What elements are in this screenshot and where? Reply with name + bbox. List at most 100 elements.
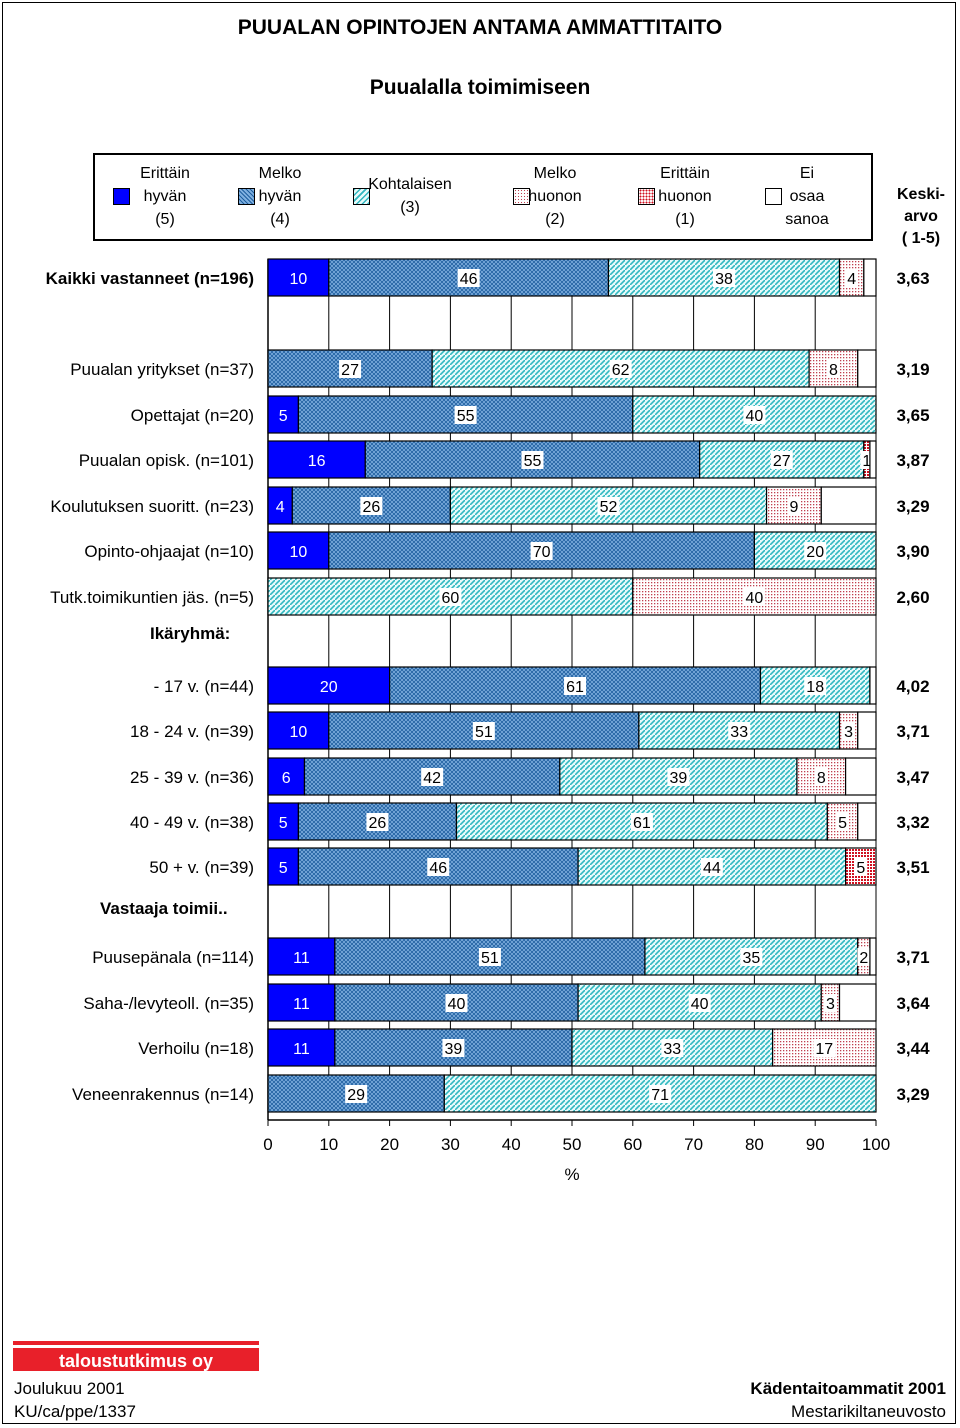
row-label: Saha-/levyteoll. (n=35) xyxy=(83,994,254,1013)
data-label-bg xyxy=(276,406,290,424)
row-mean: 3,47 xyxy=(896,768,929,787)
data-label: 5 xyxy=(279,408,288,425)
mean-header-line3: ( 1-5) xyxy=(901,230,941,247)
data-label-bg xyxy=(530,542,553,560)
data-label: 5 xyxy=(279,860,288,877)
data-label: 5 xyxy=(279,815,288,832)
data-label-bg xyxy=(661,1039,684,1057)
data-label-bg xyxy=(770,451,793,469)
data-label: 11 xyxy=(293,1041,310,1058)
row-label: Koulutuksen suoritt. (n=23) xyxy=(50,497,254,516)
data-label-bg xyxy=(826,360,840,378)
x-tick-label: 30 xyxy=(441,1135,460,1154)
data-label-bg xyxy=(813,1039,836,1057)
data-label-bg xyxy=(814,768,828,786)
data-label-bg xyxy=(445,994,468,1012)
footer-code: KU/ca/ppe/1337 xyxy=(14,1402,136,1421)
data-label: 2 xyxy=(859,950,868,967)
data-label: 35 xyxy=(742,950,760,967)
row-label: Puusepänala (n=114) xyxy=(92,948,254,967)
row-mean: 3,51 xyxy=(896,858,929,877)
data-label: 46 xyxy=(460,271,478,288)
data-label-bg xyxy=(743,406,766,424)
data-label: 10 xyxy=(290,271,308,288)
data-label: 26 xyxy=(362,499,380,516)
data-label-bg xyxy=(478,948,501,966)
data-label: 55 xyxy=(457,408,475,425)
row-mean: 3,65 xyxy=(896,406,929,425)
data-label: 33 xyxy=(663,1041,681,1058)
legend-label-c0: Ei osaa sanoa xyxy=(785,165,829,228)
data-label-bg xyxy=(305,451,328,469)
data-label-bg xyxy=(597,497,620,515)
data-label-bg xyxy=(276,858,290,876)
row-label: Tutk.toimikuntien jäs. (n=5) xyxy=(50,588,254,607)
row-mean: 2,60 xyxy=(896,588,929,607)
data-label-bg xyxy=(279,768,293,786)
data-label: 38 xyxy=(715,271,733,288)
data-label: 42 xyxy=(423,770,441,787)
data-label: 5 xyxy=(856,860,865,877)
bar-segment-c4 xyxy=(267,1074,445,1113)
data-label-bg xyxy=(339,360,362,378)
legend-swatch-c3 xyxy=(353,188,370,205)
data-label: 40 xyxy=(746,408,764,425)
legend-swatch-c2 xyxy=(513,188,530,205)
row-label: Verhoilu (n=18) xyxy=(138,1039,254,1058)
data-label: 44 xyxy=(703,860,721,877)
row-label: 25 - 39 v. (n=36) xyxy=(130,768,254,787)
x-tick-label: 90 xyxy=(806,1135,825,1154)
data-label-bg xyxy=(276,813,290,831)
data-label-bg xyxy=(804,542,827,560)
row-mean: 3,32 xyxy=(896,813,929,832)
data-label-bg xyxy=(804,677,827,695)
data-label: 6 xyxy=(282,770,291,787)
row-label: Puualan yritykset (n=37) xyxy=(70,360,254,379)
data-label-bg xyxy=(564,677,587,695)
row-label: Kaikki vastanneet (n=196) xyxy=(46,269,254,288)
bar-segment-c0 xyxy=(838,983,877,1022)
data-label-bg xyxy=(427,858,450,876)
data-label-bg xyxy=(649,1085,672,1103)
data-label-bg xyxy=(728,722,751,740)
legend: Erittäin hyvän (5) Melko hyvän (4) Kohtalaisen… xyxy=(93,153,873,241)
legend-swatch-c4 xyxy=(238,188,255,205)
data-label-bg xyxy=(713,269,735,287)
data-label: 61 xyxy=(566,679,584,696)
row-label: Puualan opisk. (n=101) xyxy=(79,451,254,470)
data-label-bg xyxy=(740,948,763,966)
x-tick-label: 100 xyxy=(862,1135,890,1154)
data-label: 39 xyxy=(670,770,688,787)
bar-segment-c0 xyxy=(869,440,877,479)
row-label: 40 - 49 v. (n=38) xyxy=(130,813,254,832)
data-label: 11 xyxy=(293,950,310,967)
data-label: 60 xyxy=(442,590,460,607)
data-label: 18 xyxy=(806,679,824,696)
data-label: 26 xyxy=(369,815,387,832)
data-label-bg xyxy=(290,1039,313,1057)
legend-label-c2: Melko huonon (2) xyxy=(528,165,582,228)
data-label: 9 xyxy=(789,499,798,516)
legend-label-c4: Melko hyvän (4) xyxy=(258,165,302,228)
row-mean: 3,71 xyxy=(896,722,929,741)
group-heading: Vastaaja toimii.. xyxy=(100,899,228,918)
data-label: 40 xyxy=(448,996,466,1013)
page-title: PUUALAN OPINTOJEN ANTAMA AMMATTITAITO xyxy=(237,16,723,39)
data-label: 1 xyxy=(862,453,871,470)
data-label-bg xyxy=(366,813,389,831)
data-label: 70 xyxy=(533,544,551,561)
data-label: 51 xyxy=(481,950,499,967)
x-tick-label: 40 xyxy=(502,1135,521,1154)
data-label: 20 xyxy=(320,679,338,696)
footer-right-title: Kädentaitoammatit 2001 xyxy=(750,1379,946,1398)
legend-swatch-c1 xyxy=(638,188,655,205)
row-mean: 3,87 xyxy=(896,451,929,470)
mean-column-header: Keski- arvo ( 1-5) xyxy=(886,184,956,250)
row-label: Opettajat (n=20) xyxy=(131,406,254,425)
row-label: - 17 v. (n=44) xyxy=(154,677,254,696)
legend-label-c5: Erittäin hyvän (5) xyxy=(140,165,190,228)
row-label: 50 + v. (n=39) xyxy=(149,858,254,877)
data-label: 27 xyxy=(773,453,791,470)
data-label: 11 xyxy=(293,996,310,1013)
